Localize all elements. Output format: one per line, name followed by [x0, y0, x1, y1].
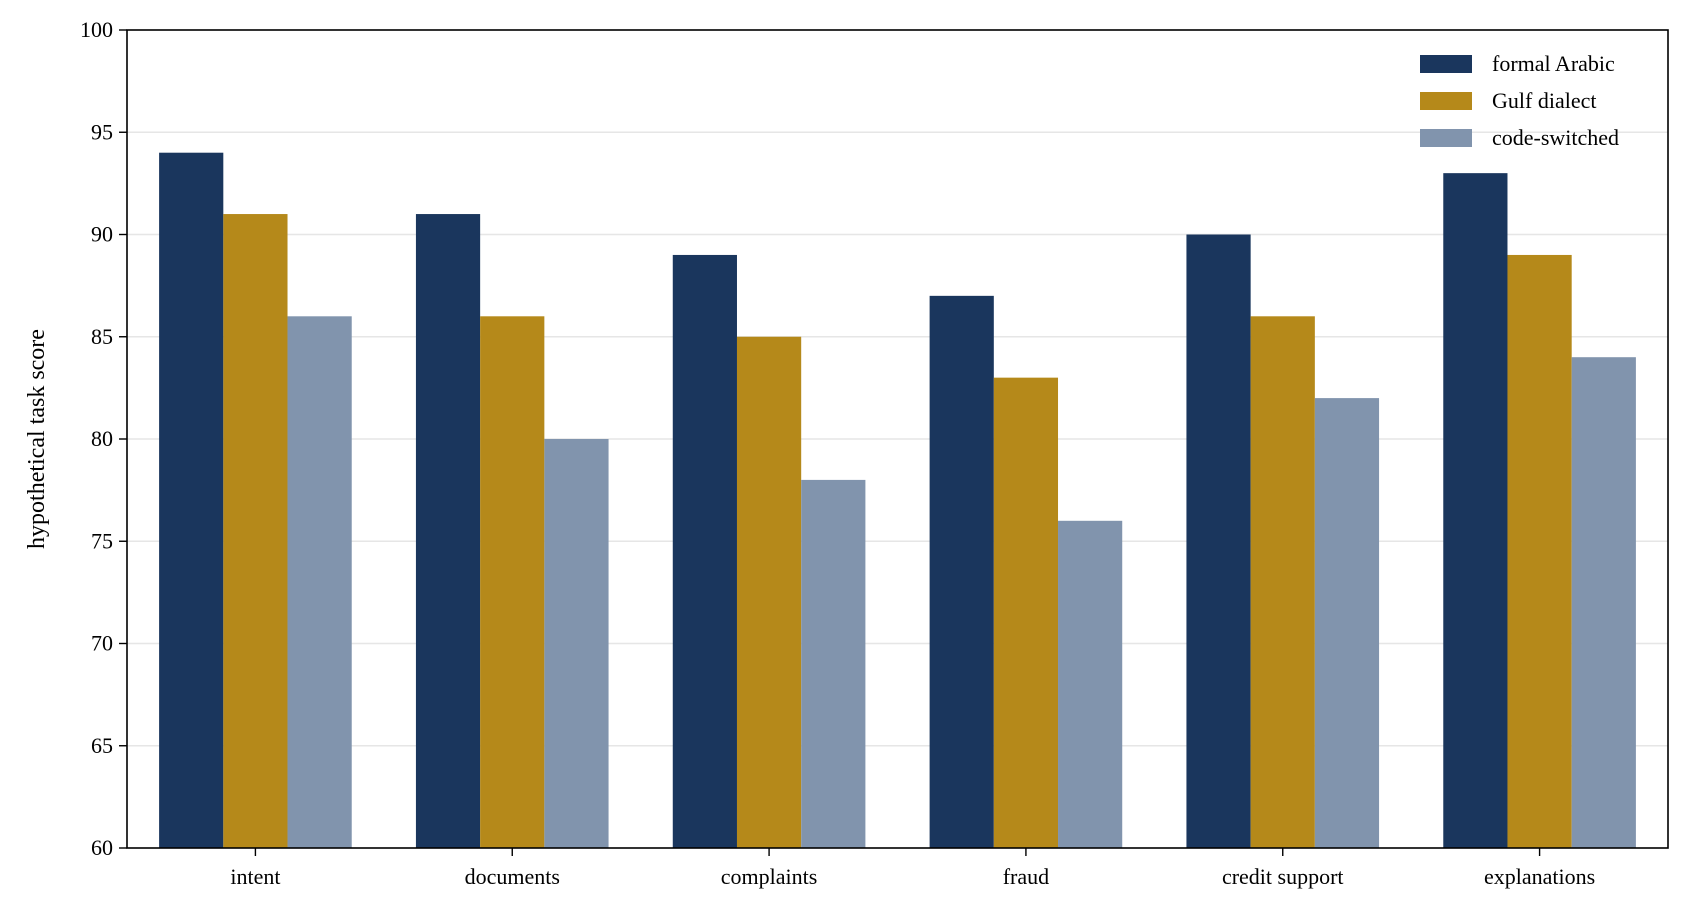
bar-gulf-dialect	[480, 316, 545, 848]
x-tick-label: explanations	[1484, 864, 1595, 889]
legend-label: code-switched	[1492, 125, 1619, 150]
y-axis: 60 65 70 75 80 85 90 95 100	[80, 17, 127, 860]
legend-swatch	[1420, 92, 1472, 110]
y-tick-label: 65	[91, 733, 113, 758]
legend-label: formal Arabic	[1492, 51, 1615, 76]
y-tick-label: 60	[91, 835, 113, 860]
legend-swatch	[1420, 129, 1472, 147]
bar-gulf-dialect	[1507, 254, 1572, 848]
x-axis: intent documents complaints fraud credit sup…	[230, 848, 1595, 889]
y-tick-label: 95	[91, 119, 113, 144]
bar-gulf-dialect	[993, 377, 1059, 848]
bar-gulf-dialect	[1250, 316, 1315, 848]
y-axis-title: hypothetical task score	[24, 329, 50, 549]
bar-formal-arabic	[159, 152, 224, 848]
bar-code-switched	[1571, 357, 1636, 848]
bar-code-switched	[1314, 398, 1380, 848]
bar-formal-arabic	[1186, 234, 1251, 848]
bar-code-switched	[287, 316, 352, 848]
y-tick-label: 75	[91, 528, 113, 553]
bar-formal-arabic	[672, 254, 737, 848]
bar-gulf-dialect	[223, 214, 288, 849]
y-tick-label: 80	[91, 426, 113, 451]
legend-swatch	[1420, 55, 1472, 73]
y-tick-label: 100	[80, 17, 113, 42]
bar-gulf-dialect	[736, 336, 802, 848]
y-tick-label: 90	[91, 222, 113, 247]
x-tick-label: intent	[230, 864, 280, 889]
bar-formal-arabic	[929, 295, 994, 849]
x-tick-label: documents	[465, 864, 560, 889]
legend: formal Arabic Gulf dialect code-switched	[1420, 51, 1619, 150]
x-tick-label: credit support	[1222, 864, 1344, 889]
bar-code-switched	[801, 479, 866, 848]
bar-code-switched	[1058, 520, 1123, 848]
legend-label: Gulf dialect	[1492, 88, 1596, 113]
x-tick-label: complaints	[721, 864, 818, 889]
bars	[159, 152, 1636, 849]
bar-formal-arabic	[415, 214, 481, 849]
x-tick-label: fraud	[1003, 864, 1049, 889]
bar-formal-arabic	[1443, 173, 1508, 848]
y-tick-label: 70	[91, 631, 113, 656]
bar-code-switched	[544, 439, 609, 848]
y-tick-label: 85	[91, 324, 113, 349]
gridlines	[127, 131, 1668, 747]
